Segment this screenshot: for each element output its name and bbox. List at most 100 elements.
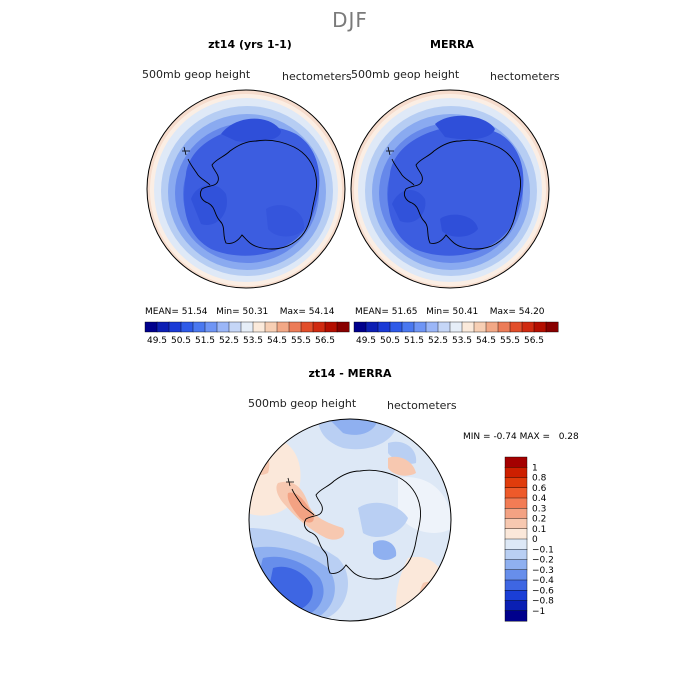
obs-colorbar-swatch: [365, 321, 379, 333]
obs-colorbar-swatch: [545, 321, 559, 333]
diff-colorbar-swatch: [504, 497, 528, 509]
obs-colorbar: 49.5 50.5 51.5 52.5 53.5 54.5 55.5 56.5: [353, 321, 559, 346]
obs-coastline: [403, 139, 521, 250]
diff-colorbar-tick-label: −0.3: [532, 566, 554, 576]
model-colorbar-tick-label: 51.5: [195, 336, 215, 346]
obs-colorbar-swatch: [449, 321, 463, 333]
model-colorbar-tick-label: 55.5: [291, 336, 311, 346]
diff-colorbar-swatch: [504, 579, 528, 591]
model-colorbar-swatch: [144, 321, 158, 333]
obs-colorbar-swatch: [389, 321, 403, 333]
model-colorbar: 49.5 50.5 51.5 52.5 53.5 54.5 55.5 56.5: [144, 321, 350, 346]
obs-colorbar-swatch: [353, 321, 367, 333]
diff-colorbar-tick-label: −1: [532, 607, 545, 617]
diff-colorbar-tick-label: −0.4: [532, 576, 554, 586]
obs-colorbar-swatch: [485, 321, 499, 333]
model-colorbar-swatch: [300, 321, 314, 333]
obs-colorbar-tick-label: 49.5: [356, 336, 376, 346]
obs-colorbar-tick-label: 54.5: [476, 336, 496, 346]
diff-colorbar-swatch: [504, 610, 528, 622]
obs-colorbar-tick-label: 56.5: [524, 336, 544, 346]
model-colorbar-swatch: [168, 321, 182, 333]
diff-colorbar-tick-label: −0.6: [532, 586, 554, 596]
model-colorbar-tick-label: 49.5: [147, 336, 167, 346]
diff-polar-map: [248, 418, 452, 622]
obs-units-label: hectometers: [490, 70, 560, 83]
obs-stats: MEAN= 51.65 Min= 50.41 Max= 54.20: [355, 307, 545, 317]
model-colorbar-swatch: [312, 321, 326, 333]
obs-polar-map: [350, 89, 550, 289]
obs-colorbar-swatch: [521, 321, 535, 333]
diff-colorbar-swatch: [504, 508, 528, 520]
model-colorbar-tick-label: 54.5: [267, 336, 287, 346]
obs-colorbar-tick-label: 55.5: [500, 336, 520, 346]
diff-colorbar-tick-label: 0.1: [532, 525, 546, 535]
model-colorbar-swatch: [240, 321, 254, 333]
model-coastline: [199, 139, 317, 250]
model-colorbar-swatch: [192, 321, 206, 333]
diff-colorbar-swatch: [504, 456, 528, 468]
obs-colorbar-tick-label: 50.5: [380, 336, 400, 346]
diff-colorbar-tick-label: −0.2: [532, 556, 554, 566]
obs-colorbar-swatch: [425, 321, 439, 333]
diff-units-label: hectometers: [387, 399, 457, 412]
diff-map-border: [248, 418, 452, 622]
diff-colorbar-swatch: [504, 528, 528, 540]
diff-colorbar-swatch: [504, 487, 528, 499]
diff-colorbar-swatch: [504, 559, 528, 571]
model-colorbar-tick-label: 56.5: [315, 336, 335, 346]
diff-colorbar-swatch: [504, 590, 528, 602]
obs-colorbar-swatch: [533, 321, 547, 333]
diff-minmax: MIN = -0.74 MAX = 0.28: [463, 432, 579, 442]
diff-colorbar-tick-label: −0.1: [532, 545, 554, 555]
obs-colorbar-tick-label: 51.5: [404, 336, 424, 346]
model-colorbar-swatch: [216, 321, 230, 333]
obs-colorbar-swatch: [473, 321, 487, 333]
obs-colorbar-swatch: [461, 321, 475, 333]
obs-colorbar-tick-label: 53.5: [452, 336, 472, 346]
diff-colorbar-tick-label: 0.3: [532, 504, 546, 514]
obs-panel-title: MERRA: [430, 38, 474, 51]
model-panel-title: zt14 (yrs 1-1): [208, 38, 292, 51]
model-colorbar-swatch: [336, 321, 350, 333]
obs-colorbar-swatch: [437, 321, 451, 333]
figure-season-title: DJF: [332, 8, 368, 32]
model-variable-label: 500mb geop height: [142, 68, 251, 81]
model-colorbar-swatch: [288, 321, 302, 333]
model-colorbar-tick-label: 53.5: [243, 336, 263, 346]
diff-colorbar-tick-label: −0.8: [532, 597, 554, 607]
obs-colorbar-swatch: [401, 321, 415, 333]
diff-colorbar: 10.80.60.40.30.20.10−0.1−0.2−0.3−0.4−0.6…: [504, 456, 554, 622]
model-colorbar-swatch: [156, 321, 170, 333]
obs-colorbar-swatch: [497, 321, 511, 333]
obs-colorbar-swatch: [413, 321, 427, 333]
diff-colorbar-swatch: [504, 518, 528, 530]
diff-colorbar-swatch: [504, 600, 528, 612]
diff-colorbar-swatch: [504, 549, 528, 561]
diff-colorbar-tick-label: 0: [532, 535, 538, 545]
diff-panel-title: zt14 - MERRA: [308, 367, 392, 380]
diff-colorbar-tick-label: 0.2: [532, 515, 546, 525]
obs-map-border: [350, 89, 550, 289]
diff-colorbar-tick-label: 0.4: [532, 494, 547, 504]
model-colorbar-swatch: [252, 321, 266, 333]
diff-coastline: [303, 469, 421, 580]
obs-colorbar-swatch: [509, 321, 523, 333]
model-colorbar-swatch: [276, 321, 290, 333]
diff-colorbar-swatch: [504, 569, 528, 581]
diff-colorbar-swatch: [504, 467, 528, 479]
obs-colorbar-tick-label: 52.5: [428, 336, 448, 346]
model-polar-map: [146, 89, 346, 289]
model-colorbar-swatch: [228, 321, 242, 333]
model-colorbar-tick-label: 50.5: [171, 336, 191, 346]
model-colorbar-swatch: [264, 321, 278, 333]
model-map-border: [146, 89, 346, 289]
diff-colorbar-swatch: [504, 477, 528, 489]
diff-colorbar-swatch: [504, 538, 528, 550]
model-colorbar-swatch: [180, 321, 194, 333]
obs-contour-core: [388, 126, 524, 256]
model-colorbar-swatch: [204, 321, 218, 333]
model-stats: MEAN= 51.54 Min= 50.31 Max= 54.14: [145, 307, 335, 317]
obs-colorbar-swatch: [377, 321, 391, 333]
diff-colorbar-tick-label: 0.6: [532, 484, 547, 494]
